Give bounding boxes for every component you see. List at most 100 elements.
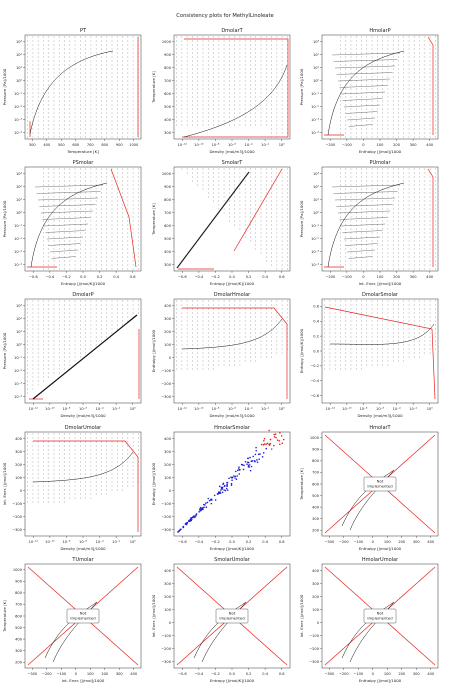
subplot-smolart: SmolarT−0.6 −0.4 −0.2 0.0 0.2 0.4 0.6300400500… (151, 160, 291, 286)
data-point (340, 220, 341, 222)
data-point (186, 76, 188, 78)
data-point (85, 308, 86, 310)
data-point (229, 212, 230, 214)
data-point (424, 264, 426, 266)
data-point (58, 52, 60, 54)
data-point (382, 308, 383, 310)
data-point (255, 112, 257, 114)
data-point (122, 489, 123, 491)
data-point (27, 485, 28, 487)
data-point (271, 244, 272, 246)
data-point (64, 437, 65, 439)
data-point (64, 188, 65, 190)
data-point (361, 172, 362, 174)
y-tick-label: 10⁻² (311, 105, 319, 109)
data-point (287, 48, 288, 50)
data-point (435, 180, 436, 182)
data-point (32, 380, 34, 382)
data-point (197, 56, 199, 58)
data-point (345, 252, 347, 254)
data-point (371, 48, 373, 50)
data-point (361, 308, 362, 310)
data-point (181, 324, 183, 326)
data-point (90, 300, 92, 302)
y-tick-label: 0.4 (313, 320, 319, 324)
data-point (361, 220, 362, 222)
data-point (106, 212, 108, 214)
data-point (127, 192, 129, 194)
data-point (64, 228, 65, 230)
data-point (74, 40, 76, 42)
data-point (90, 184, 92, 186)
isobar-line (337, 210, 391, 214)
data-point (223, 192, 225, 194)
data-point (37, 368, 39, 370)
data-point (90, 344, 92, 346)
data-point (371, 232, 373, 234)
data-point (223, 328, 225, 330)
data-point (244, 168, 246, 170)
data-point (387, 300, 389, 302)
x-tick-label: 10⁻⁶ (228, 407, 236, 411)
data-point (424, 96, 426, 98)
data-point (95, 481, 97, 483)
data-point (287, 220, 288, 222)
data-point (398, 180, 399, 182)
isobar-line (45, 230, 86, 233)
data-point (366, 344, 368, 346)
data-point (111, 180, 113, 182)
data-point (250, 100, 251, 102)
data-point (279, 432, 281, 434)
data-point (271, 236, 272, 238)
data-point (250, 88, 251, 90)
data-point (419, 68, 420, 70)
data-point (225, 487, 228, 490)
data-point (43, 184, 44, 186)
data-point (53, 356, 55, 358)
data-point (95, 441, 97, 443)
data-point (80, 180, 81, 182)
data-point (281, 188, 283, 190)
data-point (243, 464, 245, 467)
data-point (80, 216, 81, 218)
data-point (398, 72, 399, 74)
data-point (181, 312, 183, 314)
data-point (398, 68, 399, 70)
data-point (355, 256, 357, 258)
data-point (260, 244, 262, 246)
x-tick-label: 10⁻⁴ (96, 540, 104, 544)
data-point (424, 256, 426, 258)
data-point (265, 228, 267, 230)
data-point (392, 128, 394, 130)
data-point (74, 473, 76, 475)
data-point (255, 332, 257, 334)
data-point (95, 100, 97, 102)
data-point (350, 264, 352, 266)
data-point (138, 200, 139, 202)
data-point (250, 104, 251, 106)
data-point (74, 252, 76, 254)
data-point (53, 48, 55, 50)
data-point (271, 128, 272, 130)
data-point (90, 44, 92, 46)
isobar-line (37, 197, 99, 201)
data-point (236, 469, 239, 472)
data-point (85, 304, 86, 306)
data-point (192, 104, 193, 106)
data-point (239, 104, 241, 106)
data-point (377, 116, 378, 118)
data-point (435, 72, 436, 74)
data-point (132, 132, 134, 134)
data-point (122, 308, 123, 310)
data-point (202, 300, 204, 302)
data-point (419, 200, 420, 202)
data-point (106, 136, 108, 138)
data-point (186, 100, 188, 102)
data-point (403, 328, 405, 330)
data-point (361, 344, 362, 346)
data-point (27, 457, 28, 459)
data-point (403, 244, 405, 246)
data-point (101, 176, 102, 178)
data-point (276, 44, 278, 46)
data-point (85, 176, 86, 178)
